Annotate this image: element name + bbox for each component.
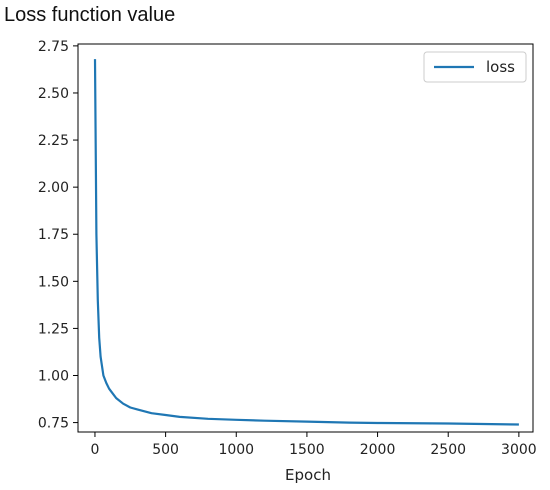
x-tick-label: 1500 xyxy=(289,442,325,458)
legend: loss xyxy=(423,51,527,83)
x-axis: 0 500 1000 1500 2000 2500 3000 xyxy=(90,432,537,458)
x-axis-label: Epoch xyxy=(285,466,331,484)
series-line-loss xyxy=(93,59,519,426)
legend-box xyxy=(423,51,527,83)
x-tick-label: 3000 xyxy=(501,442,537,458)
plot-frame xyxy=(77,43,534,433)
x-tick-label: 2500 xyxy=(430,442,466,458)
x-tick-label: 0 xyxy=(90,442,99,458)
series-group xyxy=(93,59,519,426)
x-tick-label: 500 xyxy=(152,442,179,458)
y-tick-label: 0.75 xyxy=(38,416,69,432)
y-tick-label: 1.00 xyxy=(38,368,69,384)
y-tick-label: 2.25 xyxy=(38,133,69,149)
y-axis: 0.75 1.00 1.25 1.50 1.75 2.00 2.25 2.50 2.75 xyxy=(38,39,78,432)
x-tick-label: 1000 xyxy=(218,442,254,458)
y-tick-label: 2.50 xyxy=(38,86,69,102)
legend-label-loss: loss xyxy=(486,58,515,76)
y-tick-label: 2.75 xyxy=(38,39,69,55)
y-tick-label: 2.00 xyxy=(38,180,69,196)
y-tick-label: 1.75 xyxy=(38,227,69,243)
chart-title: Loss function value xyxy=(4,4,176,26)
y-tick-label: 1.25 xyxy=(38,321,69,337)
y-tick-label: 1.50 xyxy=(38,274,69,290)
x-tick-label: 2000 xyxy=(360,442,396,458)
